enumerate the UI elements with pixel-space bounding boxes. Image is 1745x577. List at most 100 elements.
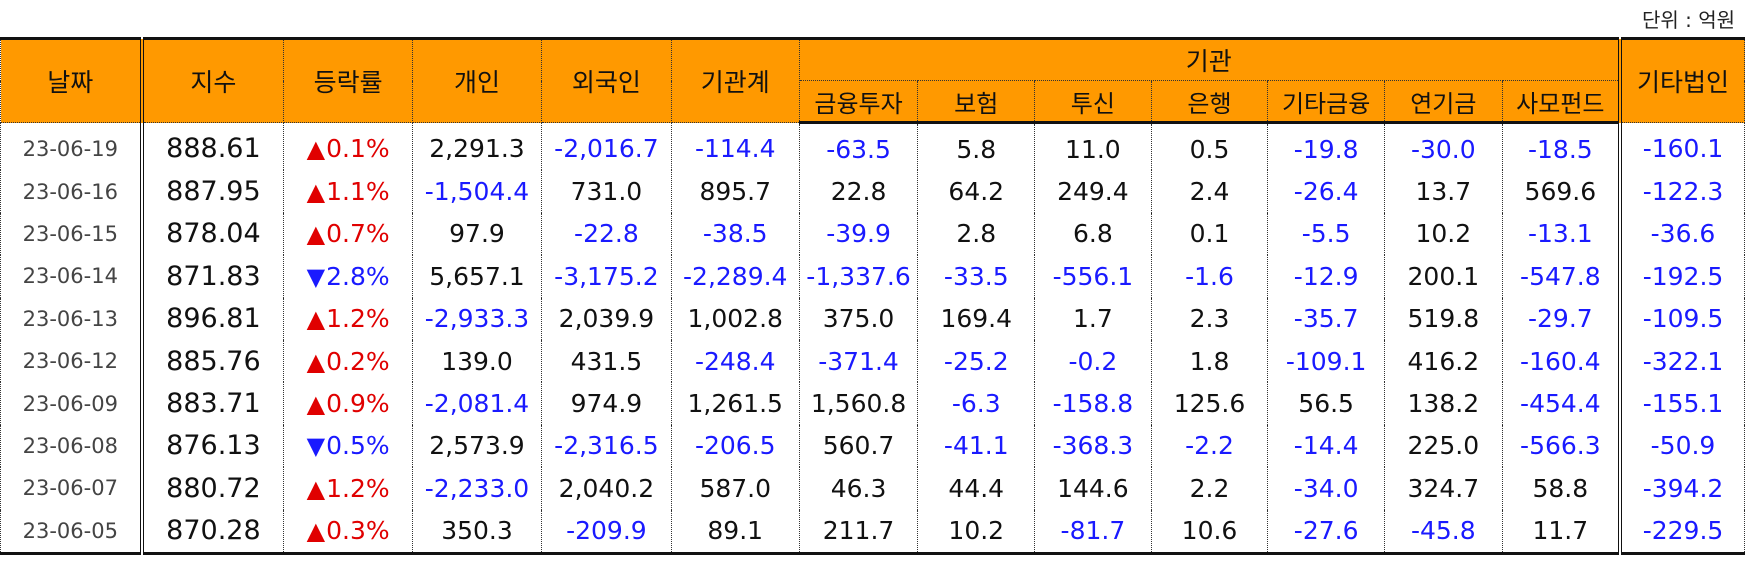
investment-trust-cell: -0.2 [1034, 339, 1152, 383]
index-cell: 883.71 [141, 382, 285, 425]
investment-trust-cell: -158.8 [1034, 382, 1152, 425]
individual-cell: 2,291.3 [412, 122, 542, 171]
date-cell: 23-06-16 [0, 170, 144, 213]
investment-trust-cell: 6.8 [1034, 212, 1152, 256]
bank-cell: 2.3 [1150, 297, 1269, 340]
pension-cell: 519.8 [1383, 297, 1503, 340]
institution-total-cell: 587.0 [670, 467, 800, 510]
table-row: 23-06-13 896.81 ▲1.2% -2,933.3 2,039.9 1,002.… [0, 297, 1745, 340]
financial-investment-cell: -371.4 [798, 339, 919, 383]
header-change: 등락률 [283, 37, 414, 123]
pension-cell: 138.2 [1383, 382, 1503, 425]
triangle-up-icon: ▲ [306, 135, 326, 164]
investment-trust-cell: -368.3 [1034, 424, 1152, 468]
institution-total-cell: 895.7 [670, 170, 800, 213]
date-cell: 23-06-13 [0, 297, 144, 340]
index-cell: 885.76 [141, 339, 285, 383]
change-cell: ▲1.2% [283, 297, 414, 340]
individual-cell: 97.9 [412, 212, 542, 256]
header-private-fund: 사모펀드 [1501, 80, 1621, 124]
header-financial-investment: 금융투자 [798, 80, 919, 124]
financial-investment-cell: -63.5 [798, 122, 919, 171]
bank-cell: 125.6 [1150, 382, 1269, 425]
header-index: 지수 [141, 37, 285, 123]
institution-total-cell: -2,289.4 [670, 255, 800, 298]
investment-trust-cell: 11.0 [1034, 122, 1152, 171]
other-finance-cell: -109.1 [1267, 339, 1385, 383]
institution-total-cell: 1,261.5 [670, 382, 800, 425]
financial-investment-cell: 211.7 [798, 509, 919, 555]
pension-cell: 416.2 [1383, 339, 1503, 383]
individual-cell: -2,933.3 [412, 297, 542, 340]
header-insurance: 보험 [917, 80, 1036, 124]
triangle-up-icon: ▲ [306, 474, 326, 503]
index-cell: 896.81 [141, 297, 285, 340]
pension-cell: -45.8 [1383, 509, 1503, 555]
other-corp-cell: -155.1 [1618, 382, 1745, 425]
change-value: 0.7% [326, 219, 390, 249]
date-cell: 23-06-07 [0, 467, 144, 510]
private-fund-cell: 11.7 [1501, 509, 1621, 555]
individual-cell: 2,573.9 [412, 424, 542, 468]
financial-investment-cell: 46.3 [798, 467, 919, 510]
index-cell: 878.04 [141, 212, 285, 256]
insurance-cell: 64.2 [917, 170, 1036, 213]
triangle-up-icon: ▲ [306, 220, 326, 249]
bank-cell: -1.6 [1150, 255, 1269, 298]
investment-trust-cell: 249.4 [1034, 170, 1152, 213]
private-fund-cell: -454.4 [1501, 382, 1621, 425]
other-corp-cell: -160.1 [1618, 122, 1745, 171]
change-value: 2.8% [326, 261, 390, 291]
change-value: 1.2% [326, 304, 390, 334]
change-cell: ▲1.2% [283, 467, 414, 510]
table-row: 23-06-07 880.72 ▲1.2% -2,233.0 2,040.2 587.0 4… [0, 467, 1745, 510]
triangle-down-icon: ▼ [306, 432, 326, 461]
header-foreign: 외국인 [540, 37, 672, 123]
insurance-cell: -33.5 [917, 255, 1036, 298]
header-investment-trust: 투신 [1034, 80, 1152, 124]
header-bank: 은행 [1150, 80, 1269, 124]
institution-total-cell: -114.4 [670, 122, 800, 171]
index-cell: 888.61 [141, 122, 285, 171]
insurance-cell: 44.4 [917, 467, 1036, 510]
other-corp-cell: -36.6 [1618, 212, 1745, 256]
private-fund-cell: -13.1 [1501, 212, 1621, 256]
individual-cell: 5,657.1 [412, 255, 542, 298]
change-cell: ▲0.1% [283, 122, 414, 171]
change-value: 1.2% [326, 473, 390, 503]
date-cell: 23-06-09 [0, 382, 144, 425]
other-finance-cell: -35.7 [1267, 297, 1385, 340]
institution-total-cell: 1,002.8 [670, 297, 800, 340]
header-individual: 개인 [412, 37, 542, 123]
private-fund-cell: -566.3 [1501, 424, 1621, 468]
investment-trust-cell: 1.7 [1034, 297, 1152, 340]
bank-cell: 0.5 [1150, 122, 1269, 171]
other-corp-cell: -229.5 [1618, 509, 1745, 555]
investment-trust-cell: 144.6 [1034, 467, 1152, 510]
triangle-up-icon: ▲ [306, 347, 326, 376]
change-cell: ▲0.3% [283, 509, 414, 555]
foreign-cell: -22.8 [540, 212, 672, 256]
table-row: 23-06-09 883.71 ▲0.9% -2,081.4 974.9 1,261.5 1… [0, 382, 1745, 425]
other-finance-cell: -19.8 [1267, 122, 1385, 171]
date-cell: 23-06-14 [0, 255, 144, 298]
insurance-cell: -25.2 [917, 339, 1036, 383]
foreign-cell: -3,175.2 [540, 255, 672, 298]
financial-investment-cell: -1,337.6 [798, 255, 919, 298]
header-institution-group: 기관 [798, 37, 1621, 81]
other-finance-cell: -5.5 [1267, 212, 1385, 256]
other-finance-cell: -12.9 [1267, 255, 1385, 298]
bank-cell: 2.2 [1150, 467, 1269, 510]
private-fund-cell: -18.5 [1501, 122, 1621, 171]
institution-total-cell: -38.5 [670, 212, 800, 256]
triangle-up-icon: ▲ [306, 390, 326, 419]
private-fund-cell: -547.8 [1501, 255, 1621, 298]
private-fund-cell: 569.6 [1501, 170, 1621, 213]
table-row: 23-06-12 885.76 ▲0.2% 139.0 431.5 -248.4 -371.… [0, 339, 1745, 383]
financial-investment-cell: 1,560.8 [798, 382, 919, 425]
header-date: 날짜 [0, 37, 144, 123]
foreign-cell: 2,039.9 [540, 297, 672, 340]
date-cell: 23-06-12 [0, 339, 144, 383]
individual-cell: 139.0 [412, 339, 542, 383]
financial-investment-cell: -39.9 [798, 212, 919, 256]
